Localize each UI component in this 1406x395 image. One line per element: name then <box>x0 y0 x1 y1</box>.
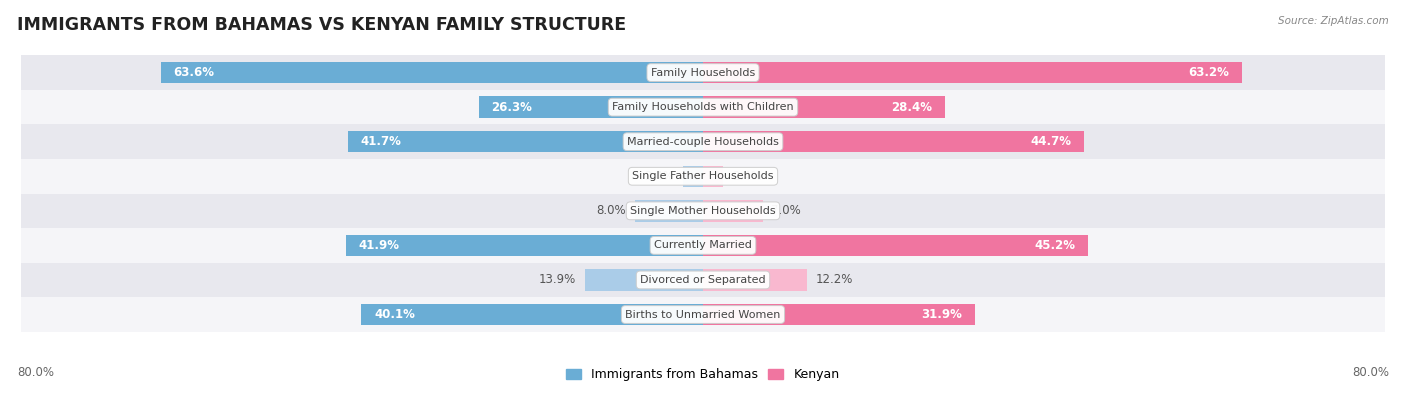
Bar <box>636 200 703 222</box>
Text: 26.3%: 26.3% <box>492 101 533 114</box>
Bar <box>703 131 1084 152</box>
Bar <box>703 235 1088 256</box>
Text: 41.9%: 41.9% <box>359 239 399 252</box>
Bar <box>703 304 974 325</box>
Text: 80.0%: 80.0% <box>1353 366 1389 379</box>
Bar <box>703 96 945 118</box>
Bar <box>21 55 1385 90</box>
Text: Births to Unmarried Women: Births to Unmarried Women <box>626 310 780 320</box>
Bar <box>160 62 703 83</box>
Text: Married-couple Households: Married-couple Households <box>627 137 779 147</box>
Bar <box>703 200 762 222</box>
Bar <box>479 96 703 118</box>
Bar <box>346 235 703 256</box>
Text: Single Father Households: Single Father Households <box>633 171 773 181</box>
Bar <box>347 131 703 152</box>
Text: 31.9%: 31.9% <box>921 308 962 321</box>
Bar <box>21 90 1385 124</box>
Text: 2.4%: 2.4% <box>644 170 673 183</box>
Text: Family Households: Family Households <box>651 68 755 77</box>
Bar <box>703 269 807 291</box>
Text: 13.9%: 13.9% <box>538 273 576 286</box>
Text: 8.0%: 8.0% <box>596 204 626 217</box>
Bar <box>21 228 1385 263</box>
Text: 28.4%: 28.4% <box>891 101 932 114</box>
Text: 63.2%: 63.2% <box>1188 66 1229 79</box>
Bar <box>21 194 1385 228</box>
Text: 12.2%: 12.2% <box>815 273 853 286</box>
Text: 44.7%: 44.7% <box>1031 135 1071 148</box>
Text: 80.0%: 80.0% <box>17 366 53 379</box>
Bar <box>703 166 724 187</box>
Text: 63.6%: 63.6% <box>174 66 215 79</box>
Text: 40.1%: 40.1% <box>374 308 415 321</box>
Bar <box>21 263 1385 297</box>
Text: 2.4%: 2.4% <box>733 170 762 183</box>
Text: 7.0%: 7.0% <box>772 204 801 217</box>
Text: Currently Married: Currently Married <box>654 241 752 250</box>
Text: Single Mother Households: Single Mother Households <box>630 206 776 216</box>
Bar <box>21 159 1385 194</box>
Text: Source: ZipAtlas.com: Source: ZipAtlas.com <box>1278 16 1389 26</box>
Text: Family Households with Children: Family Households with Children <box>612 102 794 112</box>
Legend: Immigrants from Bahamas, Kenyan: Immigrants from Bahamas, Kenyan <box>561 363 845 386</box>
Text: Divorced or Separated: Divorced or Separated <box>640 275 766 285</box>
Bar <box>703 62 1241 83</box>
Bar <box>21 297 1385 332</box>
Text: IMMIGRANTS FROM BAHAMAS VS KENYAN FAMILY STRUCTURE: IMMIGRANTS FROM BAHAMAS VS KENYAN FAMILY… <box>17 16 626 34</box>
Text: 41.7%: 41.7% <box>360 135 401 148</box>
Bar <box>585 269 703 291</box>
Text: 45.2%: 45.2% <box>1035 239 1076 252</box>
Bar <box>361 304 703 325</box>
Bar <box>682 166 703 187</box>
Bar <box>21 124 1385 159</box>
